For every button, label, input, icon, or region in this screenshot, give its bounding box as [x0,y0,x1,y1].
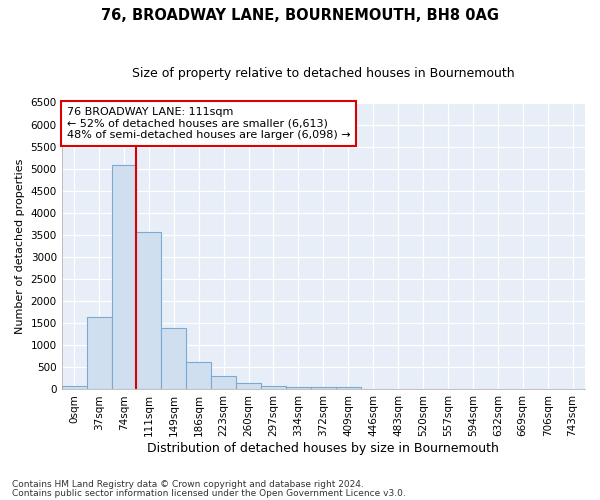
Bar [161,328,186,390]
Text: 76 BROADWAY LANE: 111sqm
← 52% of detached houses are smaller (6,613)
48% of sem: 76 BROADWAY LANE: 111sqm ← 52% of detach… [67,107,350,140]
Text: Contains HM Land Registry data © Crown copyright and database right 2024.: Contains HM Land Registry data © Crown c… [12,480,364,489]
Bar [261,386,286,390]
Bar [236,384,261,390]
Bar [186,362,211,390]
X-axis label: Distribution of detached houses by size in Bournemouth: Distribution of detached houses by size … [148,442,499,455]
Bar [361,388,386,390]
Bar [62,386,86,390]
Bar [136,232,161,390]
Bar [211,376,236,390]
Bar [286,387,311,390]
Y-axis label: Number of detached properties: Number of detached properties [15,158,25,334]
Bar [311,388,336,390]
Text: 76, BROADWAY LANE, BOURNEMOUTH, BH8 0AG: 76, BROADWAY LANE, BOURNEMOUTH, BH8 0AG [101,8,499,22]
Bar [336,388,361,390]
Bar [112,165,136,390]
Text: Contains public sector information licensed under the Open Government Licence v3: Contains public sector information licen… [12,488,406,498]
Title: Size of property relative to detached houses in Bournemouth: Size of property relative to detached ho… [132,68,515,80]
Bar [86,318,112,390]
